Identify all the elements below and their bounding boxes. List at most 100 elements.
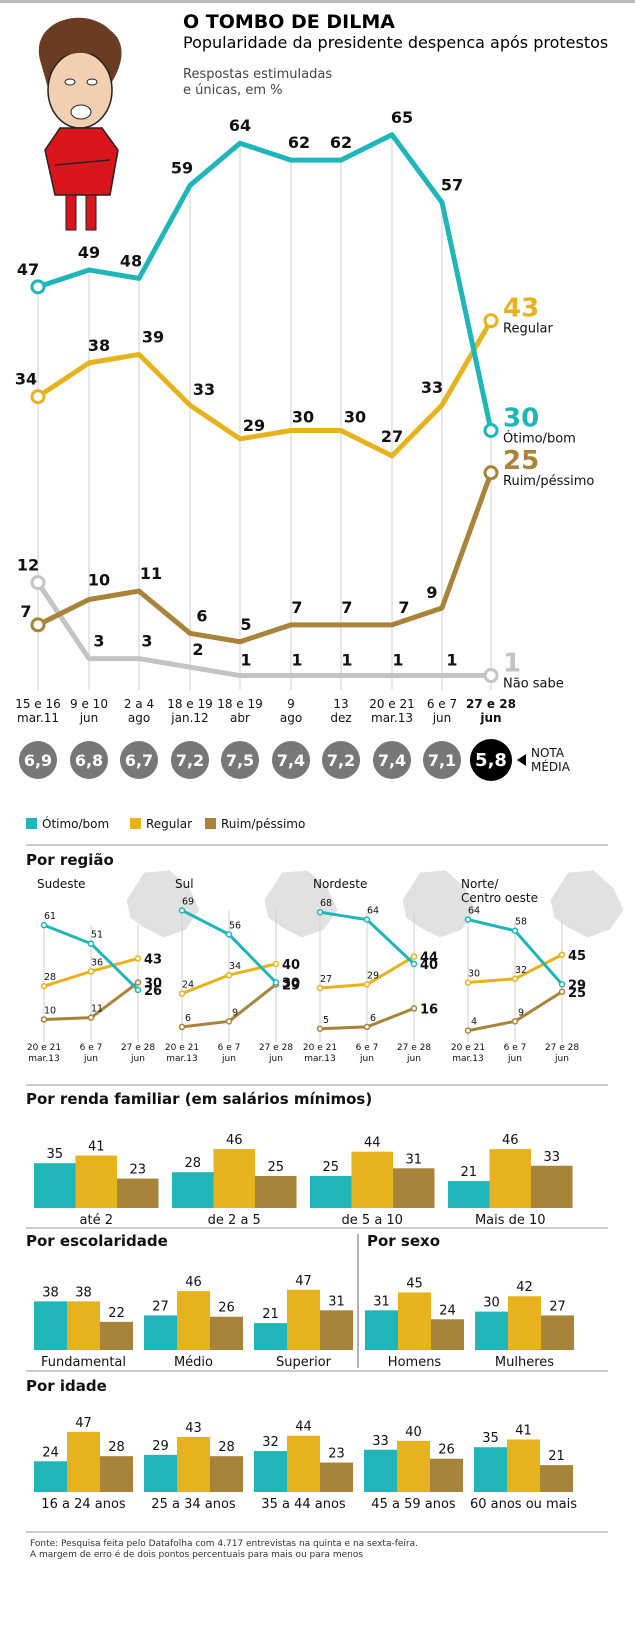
- end-value-otimo: 30: [503, 404, 539, 434]
- data-label-otimo: 68: [320, 898, 332, 909]
- bar-value-otimo: 35: [482, 1431, 499, 1446]
- region-panel: Norte/Centro oeste 4 9 25 30 32 45 64 58 29 20 e 2…: [451, 869, 625, 1064]
- nota-value: 7,2: [327, 751, 355, 770]
- point-marker-otimo: [178, 907, 186, 914]
- x-tick-label: jun: [479, 711, 501, 725]
- data-label-regular: 27: [381, 427, 403, 446]
- bar-otimo: [364, 1449, 397, 1492]
- x-tick-label: 27 e 28: [545, 1043, 579, 1053]
- bar-value-otimo: 28: [184, 1156, 201, 1171]
- data-label-naosabe: 1: [392, 651, 403, 670]
- x-tick-label: 6 e 7: [218, 1043, 241, 1053]
- nota-value: 6,9: [24, 751, 52, 770]
- data-label-naosabe: 1: [446, 651, 457, 670]
- bar-ruim: [393, 1168, 435, 1208]
- bar-value-otimo: 35: [46, 1147, 63, 1162]
- bar-group: 35 41 23 até 2: [34, 1140, 159, 1228]
- bar-regular: [397, 1440, 430, 1492]
- point-marker-ruim: [316, 1025, 324, 1032]
- data-label-regular: 29: [367, 970, 379, 981]
- x-tick-label: ago: [280, 711, 302, 725]
- bar-otimo: [365, 1310, 398, 1350]
- nota-badge: [19, 741, 57, 779]
- section-title-sexo: Por sexo: [367, 1232, 440, 1250]
- data-label-otimo: 64: [468, 906, 480, 917]
- point-marker-ruim: [225, 1018, 233, 1025]
- point-marker-ruim: [483, 465, 499, 481]
- data-label-regular: 34: [15, 370, 37, 389]
- point-marker-naosabe: [483, 668, 499, 684]
- x-tick-label: 27 e 28: [466, 697, 516, 711]
- point-marker-otimo: [363, 916, 371, 923]
- nota-badge: [221, 741, 259, 779]
- end-value-naosabe: 1: [503, 649, 521, 679]
- region-name: Sudeste: [37, 877, 86, 891]
- data-label-ruim: 6: [185, 1013, 191, 1024]
- nota-badge: [373, 741, 411, 779]
- point-marker-regular: [272, 960, 280, 968]
- point-marker-regular: [410, 953, 418, 960]
- data-label-regular: 30: [292, 408, 314, 427]
- bar-value-regular: 38: [75, 1285, 92, 1300]
- bar-ruim: [540, 1465, 573, 1492]
- data-label-otimo: 62: [330, 133, 352, 152]
- bar-otimo: [310, 1176, 352, 1208]
- data-label-ruim: 7: [291, 598, 302, 617]
- group-label: Mais de 10: [475, 1213, 546, 1228]
- point-marker-regular: [464, 979, 472, 986]
- x-tick-label: 9 e 10: [70, 697, 108, 711]
- x-tick-label: jun: [83, 1054, 98, 1064]
- nota-value: 7,4: [277, 751, 305, 770]
- nota-value: 7,5: [226, 751, 254, 770]
- x-tick-label: 6 e 7: [504, 1043, 527, 1053]
- region-name: Sul: [175, 877, 194, 891]
- group-label: 45 a 59 anos: [371, 1497, 456, 1512]
- bar-regular: [177, 1291, 210, 1350]
- bars-escolaridade: 38 38 22 Fundamental 27 46 26 Médio 21 47 31 Superi…: [34, 1274, 353, 1370]
- note-line-2: e únicas, em %: [183, 83, 283, 98]
- end-value-regular: 43: [144, 952, 162, 967]
- section-title-regiao: Por região: [26, 851, 114, 869]
- data-label-ruim: 5: [240, 615, 251, 634]
- x-tick-label: 20 e 21: [27, 1043, 61, 1053]
- bar-value-regular: 45: [406, 1276, 423, 1291]
- bar-value-otimo: 21: [460, 1165, 477, 1180]
- data-label-naosabe: 3: [93, 632, 104, 651]
- data-label-regular: 34: [229, 961, 241, 972]
- note-line-1: Respostas estimuladas: [183, 67, 332, 82]
- source-line-1: Fonte: Pesquisa feita pelo Datafolha com…: [30, 1539, 418, 1549]
- point-marker-otimo: [30, 279, 46, 295]
- data-label-otimo: 47: [17, 260, 39, 279]
- bar-regular: [67, 1301, 100, 1350]
- point-marker-regular: [178, 990, 186, 997]
- legend: Ótimo/bom Regular Ruim/péssimo: [26, 816, 305, 831]
- data-label-ruim: 4: [471, 1017, 477, 1028]
- bar-ruim: [431, 1319, 464, 1350]
- group-label: de 2 a 5: [208, 1213, 261, 1228]
- end-value-ruim: 30: [144, 977, 162, 992]
- bar-otimo: [144, 1315, 177, 1350]
- bars-sexo: 31 45 24 Homens 30 42 27 Mulheres: [365, 1276, 574, 1370]
- bar-value-regular: 46: [502, 1133, 519, 1148]
- bar-group: 31 45 24 Homens: [365, 1276, 464, 1370]
- bar-group: 38 38 22 Fundamental: [34, 1285, 133, 1370]
- data-label-otimo: 48: [120, 251, 142, 270]
- bar-value-ruim: 21: [548, 1449, 565, 1464]
- x-tick-label: mar.11: [17, 711, 59, 725]
- point-marker-ruim: [40, 1016, 48, 1023]
- data-label-ruim: 11: [140, 564, 162, 583]
- bar-ruim: [320, 1310, 353, 1350]
- x-tick-label: mar.13: [452, 1054, 483, 1064]
- bar-group: 33 40 26 45 a 59 anos: [364, 1425, 463, 1512]
- group-label: de 5 a 10: [342, 1213, 403, 1228]
- group-label: 16 a 24 anos: [41, 1497, 126, 1512]
- region-name: Nordeste: [313, 877, 367, 891]
- bar-value-otimo: 25: [322, 1160, 339, 1175]
- data-label-regular: 24: [182, 980, 194, 991]
- x-tick-label: jun: [268, 1054, 283, 1064]
- point-marker-ruim: [87, 1014, 95, 1021]
- data-label-regular: 30: [468, 969, 480, 980]
